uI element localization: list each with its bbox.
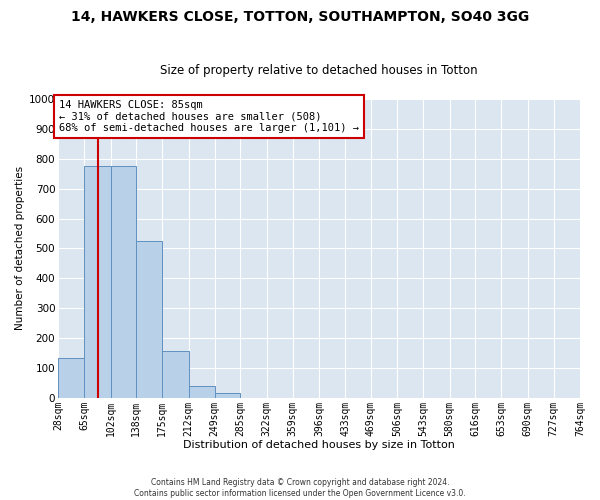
X-axis label: Distribution of detached houses by size in Totton: Distribution of detached houses by size … bbox=[183, 440, 455, 450]
Text: 14, HAWKERS CLOSE, TOTTON, SOUTHAMPTON, SO40 3GG: 14, HAWKERS CLOSE, TOTTON, SOUTHAMPTON, … bbox=[71, 10, 529, 24]
Bar bbox=[163, 350, 188, 398]
Bar bbox=[85, 166, 110, 398]
Bar bbox=[215, 394, 241, 398]
Bar bbox=[110, 166, 136, 398]
Text: 14 HAWKERS CLOSE: 85sqm
← 31% of detached houses are smaller (508)
68% of semi-d: 14 HAWKERS CLOSE: 85sqm ← 31% of detache… bbox=[59, 100, 359, 133]
Bar bbox=[58, 358, 85, 398]
Text: Contains HM Land Registry data © Crown copyright and database right 2024.
Contai: Contains HM Land Registry data © Crown c… bbox=[134, 478, 466, 498]
Y-axis label: Number of detached properties: Number of detached properties bbox=[15, 166, 25, 330]
Title: Size of property relative to detached houses in Totton: Size of property relative to detached ho… bbox=[160, 64, 478, 77]
Bar bbox=[136, 241, 163, 398]
Bar bbox=[188, 386, 215, 398]
